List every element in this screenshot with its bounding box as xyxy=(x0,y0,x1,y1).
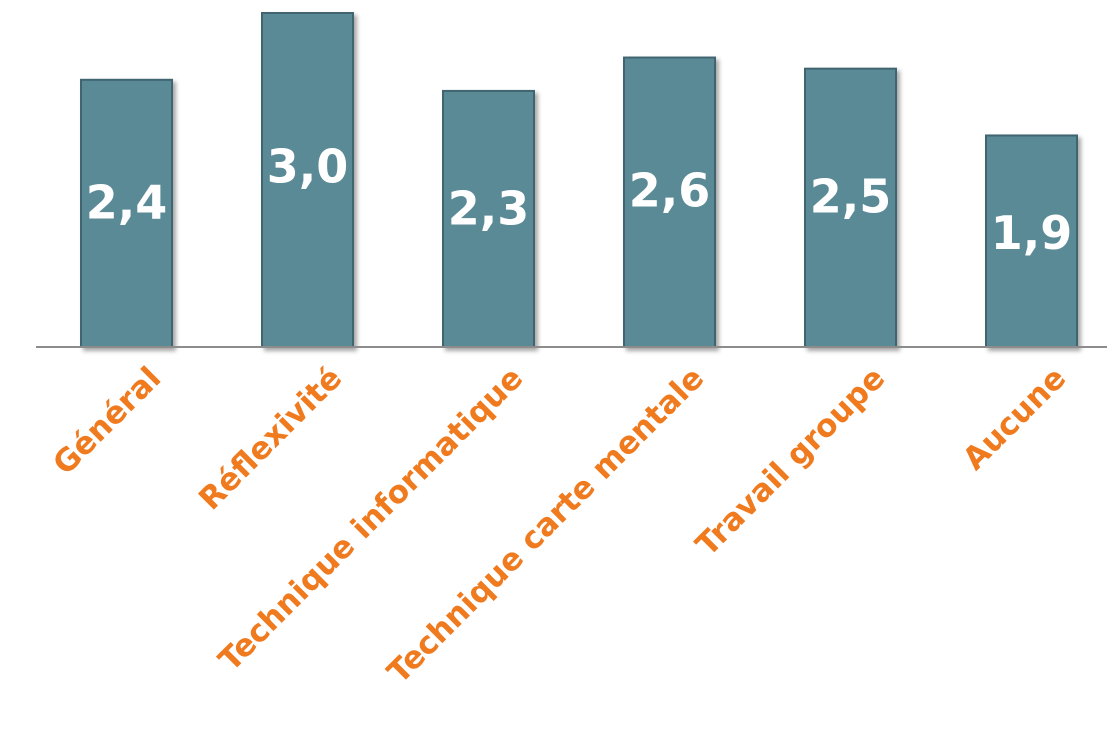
category-label: Réflexivité xyxy=(192,360,349,517)
category-label: Général xyxy=(46,360,168,482)
category-label: Technique informatique xyxy=(212,360,530,678)
bar-1 xyxy=(80,78,173,349)
bar-6 xyxy=(985,134,1078,348)
bar-value-label: 3,0 xyxy=(267,140,349,194)
bar-value-label: 2,5 xyxy=(810,170,892,224)
bar-value-label: 2,3 xyxy=(448,182,530,236)
bar-3 xyxy=(442,89,535,349)
bar-4 xyxy=(623,56,716,349)
value-labels-layer: 2,4 3,0 2,3 2,6 2,5 1,9 xyxy=(86,140,1073,260)
category-label: Travail groupe xyxy=(689,360,892,563)
bar-value-label: 1,9 xyxy=(991,206,1073,260)
bar-2 xyxy=(261,12,354,348)
category-label: Aucune xyxy=(956,360,1073,477)
category-label: Technique carte mentale xyxy=(381,360,711,690)
bar-value-label: 2,6 xyxy=(629,164,711,218)
bars-layer xyxy=(80,12,1078,349)
bar-value-label: 2,4 xyxy=(86,176,168,230)
